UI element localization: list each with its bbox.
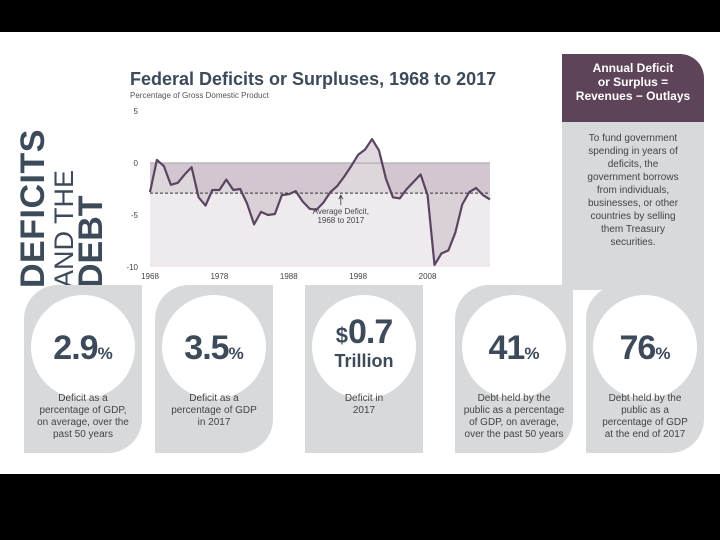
stat-circle: 2.9%: [31, 295, 135, 399]
x-tick-label: 1998: [349, 272, 367, 281]
stat-description: Deficit as a percentage of GDP, on average…: [37, 393, 129, 440]
vertical-title: DEFICITS AND THE DEBT: [14, 48, 110, 288]
sidebar-text: businesses, or other: [587, 198, 679, 209]
y-tick-label: -10: [126, 263, 138, 272]
annotation-arrowhead: [338, 194, 344, 200]
sidebar-text: securities.: [610, 237, 656, 248]
stat-circle: 41%: [462, 295, 566, 399]
sidebar-text: countries by selling: [590, 211, 676, 222]
stat-description: Deficit in 2017: [344, 393, 384, 416]
x-tick-label: 1968: [141, 272, 159, 281]
stat-description: Deficit as a percentage of GDP in 2017: [171, 393, 257, 428]
stat-circle: 3.5%: [162, 295, 266, 399]
sidebar-text: them Treasury: [601, 224, 665, 235]
sidebar-body: To fund government spending in years of …: [562, 122, 704, 290]
y-tick-label: 5: [134, 107, 139, 116]
stat-circle: 76%: [593, 295, 697, 399]
stat-value: 41%: [488, 329, 540, 367]
sidebar-text: deficits, the: [607, 159, 659, 170]
x-tick-label: 2008: [419, 272, 437, 281]
x-tick-label: 1988: [280, 272, 298, 281]
sidebar-text: from individuals,: [596, 185, 670, 196]
sidebar-text: government borrows: [587, 172, 679, 183]
sidebar-header-line3: Revenues − Outlays: [575, 89, 691, 103]
slide: DEFICITS AND THE DEBT Federal Deficits o…: [0, 32, 720, 474]
series-line: [148, 138, 491, 266]
stat-value: 3.5%: [184, 329, 244, 367]
chart-title: Federal Deficits or Surpluses, 1968 to 2…: [130, 69, 497, 89]
sidebar-text: To fund government: [588, 133, 678, 144]
y-tick-label: 0: [134, 159, 139, 168]
stat-value: 2.9%: [53, 329, 113, 367]
stat-card-debt-2017: 76% Debt held by the public as a percentag…: [586, 285, 704, 453]
series-area: [150, 139, 490, 265]
vertical-title-line3: DEBT: [72, 195, 110, 288]
annotation-line2: 1968 to 2017: [317, 216, 364, 225]
annotation-line1: Average Deficit,: [313, 207, 369, 216]
sidebar-header-line2: or Surplus =: [597, 75, 669, 89]
chart-subtitle: Percentage of Gross Domestic Product: [130, 91, 269, 100]
stat-value: $0.7: [335, 313, 394, 351]
y-tick-label: -5: [131, 211, 139, 220]
vertical-title-line1: DEFICITS: [14, 129, 52, 288]
stat-description: Debt held by the public as a percentage of…: [602, 393, 688, 440]
sidebar-text: spending in years of: [588, 146, 678, 157]
stat-value: 76%: [619, 329, 671, 367]
stat-card-deficit-2017: 3.5% Deficit as a percentage of GDP in 201…: [155, 285, 273, 453]
stat-circle: $0.7 Trillion: [312, 295, 416, 399]
x-tick-label: 1978: [210, 272, 228, 281]
sidebar-header: Annual Deficit or Surplus = Revenues − O…: [562, 54, 704, 122]
stat-card-avg-deficit: 2.9% Deficit as a percentage of GDP, on av…: [24, 285, 142, 453]
stat-card-deficit-dollars: $0.7 Trillion Deficit in 2017: [305, 285, 423, 453]
sidebar-header-line1: Annual Deficit: [592, 61, 674, 75]
stat-card-avg-debt: 41% Debt held by the public as a percenta…: [455, 285, 573, 453]
stat-unit: Trillion: [334, 351, 394, 371]
stat-description: Debt held by the public as a percentage of…: [463, 393, 565, 440]
